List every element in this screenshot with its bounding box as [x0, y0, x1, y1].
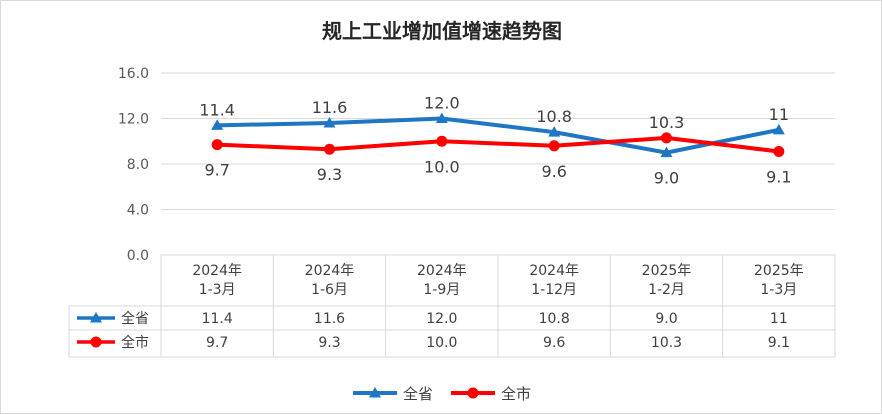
data-label: 11.4 [199, 100, 235, 119]
data-label: 10.0 [424, 157, 460, 176]
legend-label: 全省 [403, 385, 433, 403]
gridlines [161, 72, 835, 210]
category-label: 2024年 1-6月 [305, 263, 355, 298]
data-point [773, 145, 785, 157]
data-label: 10.3 [649, 113, 685, 132]
table-cell: 9.1 [768, 335, 790, 351]
table-cell: 9.0 [655, 311, 677, 327]
data-label: 9.7 [204, 161, 229, 180]
legend: 全省 全市 [353, 385, 531, 403]
legend-marker [369, 387, 381, 398]
data-point [324, 143, 335, 155]
data-table: 2024年 1-3月 2024年 1-6月 2024年 1-9月 2024年 1-12月 202… [68, 254, 836, 358]
table-cell: 10.8 [539, 311, 570, 327]
data-point [772, 123, 785, 135]
data-point [660, 146, 673, 158]
series-line-1 [215, 116, 781, 155]
data-label: 11 [769, 105, 789, 124]
category-label: 2025年 1-3月 [754, 263, 804, 298]
data-label: 9.6 [541, 162, 566, 181]
table-cell: 9.7 [206, 335, 228, 351]
y-tick-label: 0.0 [127, 248, 149, 264]
table-cell: 12.0 [426, 311, 457, 327]
y-tick-label: 8.0 [127, 157, 149, 173]
category-label: 2024年 1-9月 [417, 263, 467, 298]
data-point [435, 112, 448, 123]
data-label: 11.6 [312, 98, 348, 117]
table-cell: 11.6 [314, 311, 345, 327]
series-line-2 [215, 135, 781, 154]
table-cell: 11 [770, 311, 788, 327]
data-point [436, 135, 448, 147]
y-tick-label: 16.0 [118, 66, 149, 82]
legend-label: 全市 [501, 385, 531, 403]
category-label: 2024年 1-12月 [529, 263, 579, 298]
data-point [211, 139, 223, 151]
data-label: 9.1 [766, 167, 791, 186]
table-cell: 9.6 [543, 335, 565, 351]
data-point [323, 117, 336, 128]
table-series-name: 全市 [121, 334, 149, 351]
data-label: 12.0 [424, 94, 460, 113]
data-point [211, 119, 224, 130]
table-series-name: 全省 [121, 310, 149, 327]
legend-marker [467, 387, 479, 399]
data-label: 9.3 [317, 165, 342, 184]
data-label: 10.8 [536, 107, 572, 126]
data-labels: 11.4 11.6 12.0 10.8 9.0 11 9.7 9.3 10.0 9.6 10.3 9.… [199, 94, 791, 188]
data-point [548, 126, 561, 137]
table-legend-marker [90, 336, 102, 348]
table-legend-marker [90, 312, 102, 323]
y-tick-label: 4.0 [127, 203, 149, 219]
series-lines [211, 112, 785, 158]
data-point [548, 140, 560, 152]
y-tick-label: 12.0 [118, 112, 149, 128]
table-cell: 11.4 [202, 311, 233, 327]
data-point [661, 132, 672, 144]
chart-title: 规上工业增加值增速趋势图 [322, 19, 562, 43]
category-label: 2024年 1-3月 [192, 263, 242, 298]
category-label: 2025年 1-2月 [642, 263, 692, 298]
table-cell: 9.3 [318, 335, 340, 351]
table-cell: 10.3 [651, 335, 682, 351]
table-cell: 10.0 [426, 335, 457, 351]
data-label: 9.0 [654, 169, 679, 188]
y-axis-ticks: 0.0 4.0 8.0 12.0 16.0 [118, 66, 149, 264]
